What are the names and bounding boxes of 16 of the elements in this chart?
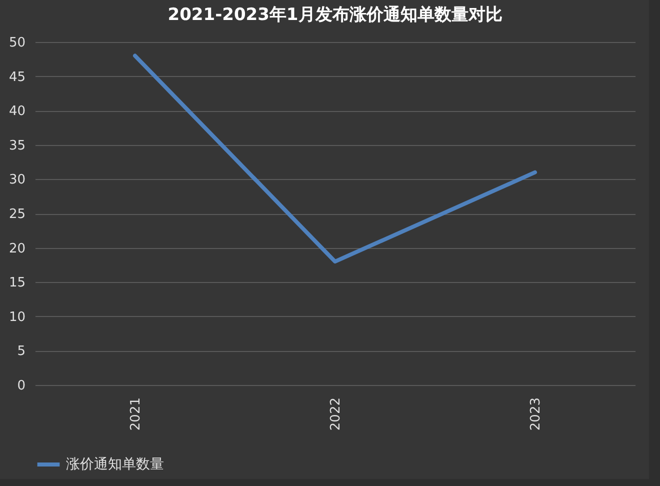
y-tick-label: 30 [8,172,26,188]
y-tick-label: 10 [8,310,26,325]
y-tick-label: 45 [8,70,26,85]
chart-title: 2021-2023年1月发布涨价通知单数量对比 [168,5,502,25]
y-tick-label: 0 [17,378,26,394]
x-tick-label: 2022 [328,398,344,431]
y-tick-label: 40 [8,104,26,120]
legend-label: 涨价通知单数量 [66,456,164,472]
y-tick-label: 15 [8,276,26,291]
x-tick-label: 2021 [128,398,144,431]
y-tick-label: 20 [8,241,26,256]
y-tick-label: 25 [8,207,26,222]
y-tick-label: 50 [8,36,26,50]
x-tick-label: 2023 [528,398,544,431]
y-tick-label: 35 [8,138,26,154]
y-tick-label: 5 [17,344,26,360]
